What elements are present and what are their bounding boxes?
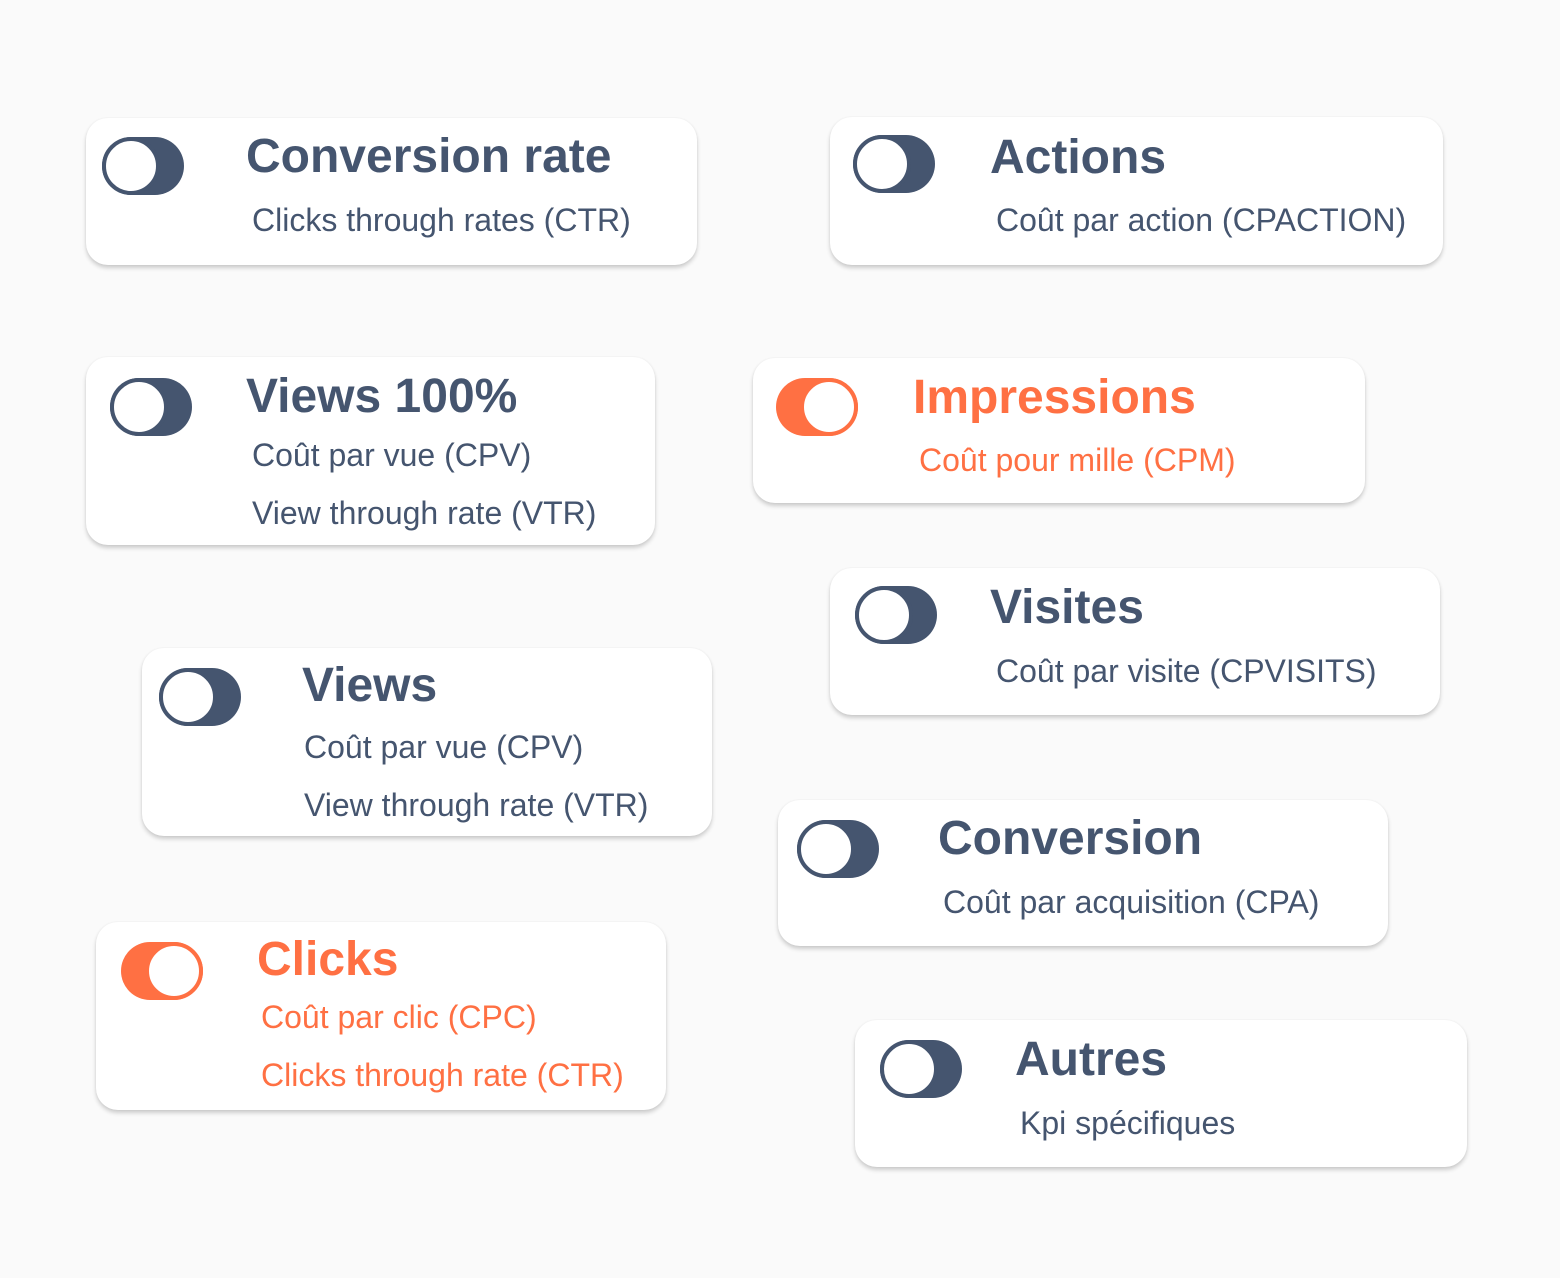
kpi-card-conversion: Conversion Coût par acquisition (CPA) [778, 800, 1388, 946]
kpi-title: Conversion rate [246, 130, 612, 183]
toggle-knob [110, 378, 168, 436]
toggle-knob [159, 668, 217, 726]
toggle-knob [855, 586, 913, 644]
kpi-card-views-100: Views 100% Coût par vue (CPV) View throu… [86, 357, 655, 545]
toggle-knob [797, 820, 855, 878]
toggle-switch[interactable] [853, 135, 935, 193]
toggle-knob [800, 378, 858, 436]
kpi-title: Impressions [913, 371, 1196, 424]
kpi-card-autres: Autres Kpi spécifiques [855, 1020, 1467, 1167]
kpi-title: Conversion [938, 812, 1203, 865]
toggle-switch[interactable] [880, 1040, 962, 1098]
toggle-switch[interactable] [776, 378, 858, 436]
kpi-metric: Coût pour mille (CPM) [919, 442, 1236, 478]
kpi-title: Visites [990, 581, 1144, 634]
toggle-knob [853, 135, 911, 193]
kpi-title: Clicks [257, 933, 399, 986]
toggle-switch[interactable] [102, 137, 184, 195]
kpi-card-conversion-rate: Conversion rate Clicks through rates (CT… [86, 118, 697, 265]
kpi-metric: Coût par vue (CPV) [304, 729, 584, 765]
kpi-metric: View through rate (VTR) [252, 495, 597, 531]
kpi-title: Autres [1015, 1033, 1168, 1086]
kpi-metric: View through rate (VTR) [304, 787, 649, 823]
toggle-switch[interactable] [797, 820, 879, 878]
kpi-card-impressions: Impressions Coût pour mille (CPM) [753, 358, 1365, 503]
kpi-card-visites: Visites Coût par visite (CPVISITS) [830, 568, 1440, 715]
kpi-metric: Kpi spécifiques [1020, 1105, 1236, 1141]
toggle-switch[interactable] [855, 586, 937, 644]
toggle-switch[interactable] [159, 668, 241, 726]
toggle-switch[interactable] [121, 942, 203, 1000]
kpi-metric: Coût par visite (CPVISITS) [996, 653, 1377, 689]
kpi-title: Views [302, 659, 438, 712]
kpi-metric: Coût par vue (CPV) [252, 437, 532, 473]
kpi-metric: Coût par action (CPACTION) [996, 202, 1407, 238]
toggle-knob [145, 942, 203, 1000]
toggle-knob [102, 137, 160, 195]
kpi-card-actions: Actions Coût par action (CPACTION) [830, 117, 1443, 265]
kpi-card-clicks: Clicks Coût par clic (CPC) Clicks throug… [96, 922, 666, 1110]
kpi-title: Views 100% [246, 370, 518, 423]
toggle-switch[interactable] [110, 378, 192, 436]
kpi-metric: Clicks through rates (CTR) [252, 202, 631, 238]
toggle-knob [880, 1040, 938, 1098]
kpi-metric: Clicks through rate (CTR) [261, 1057, 624, 1093]
kpi-metric: Coût par acquisition (CPA) [943, 884, 1320, 920]
kpi-title: Actions [990, 131, 1167, 184]
kpi-card-views: Views Coût par vue (CPV) View through ra… [142, 648, 712, 836]
kpi-metric: Coût par clic (CPC) [261, 999, 537, 1035]
